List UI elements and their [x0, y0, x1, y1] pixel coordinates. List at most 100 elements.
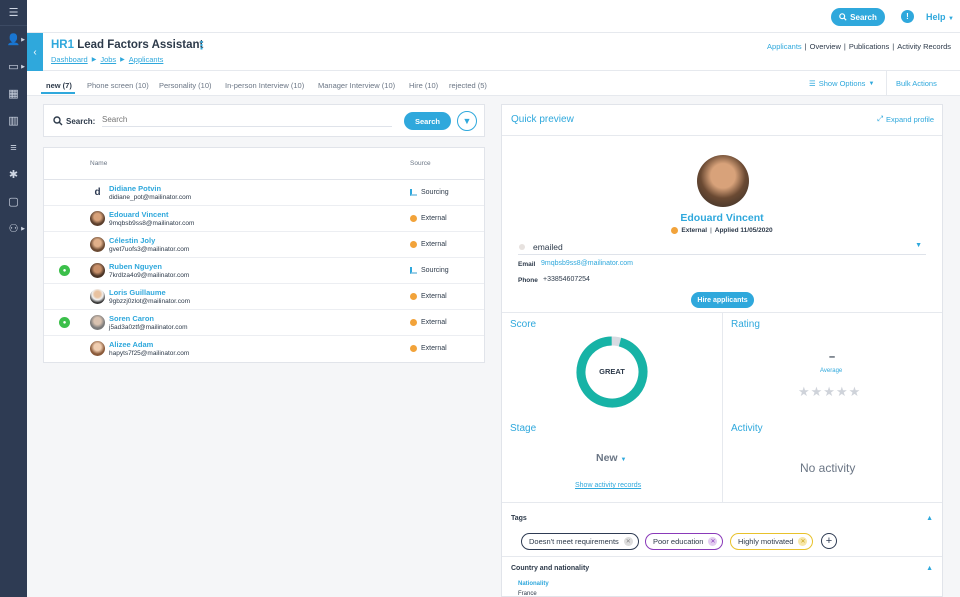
chevron-up-icon[interactable]: ▲ [926, 565, 933, 572]
link-activity-records[interactable]: Activity Records [897, 42, 951, 51]
top-search-button[interactable]: Search [831, 8, 885, 26]
kebab-menu-icon[interactable]: ⋮ [196, 40, 207, 52]
breadcrumb-separator-icon: ▶ [91, 57, 97, 63]
expand-profile-button[interactable]: ⤢ Expand profile [877, 114, 934, 124]
close-icon[interactable]: ✕ [623, 537, 633, 546]
search-label-text: Search: [66, 116, 96, 126]
link-publications[interactable]: Publications [848, 42, 890, 51]
source-label: External [421, 345, 447, 352]
candidate-source: External [681, 227, 708, 234]
rating-title: Rating [731, 319, 760, 330]
tag-label: Highly motivated [738, 537, 794, 546]
tab-rejected[interactable]: rejected (5) [449, 81, 487, 90]
stage-select[interactable]: New ▼ [596, 452, 626, 464]
email-value[interactable]: 9mqbsb9ss8@mailinator.com [541, 260, 633, 267]
tab-new[interactable]: new (7) [46, 81, 72, 90]
bulk-actions-button[interactable]: Bulk Actions [896, 79, 937, 88]
sourcing-icon [410, 267, 417, 274]
breadcrumb-separator-icon: ▶ [120, 57, 125, 63]
tag-chip[interactable]: Doesn't meet requirements ✕ [521, 533, 639, 550]
message-icon[interactable]: ▢ [8, 196, 19, 208]
status-value: emailed [533, 241, 563, 252]
show-options-button[interactable]: ☰ Show Options ▼ [809, 79, 874, 88]
link-applicants[interactable]: Applicants [767, 42, 802, 51]
back-button[interactable]: ‹ [27, 33, 43, 71]
table-row[interactable]: Loris Guillaume 9gbzzj0zlot@mailinator.c… [44, 284, 484, 310]
hire-applicants-button[interactable]: Hire applicants [691, 292, 754, 308]
menu-icon[interactable]: ☰ [0, 0, 27, 26]
search-button[interactable]: Search [404, 112, 451, 130]
expand-icon: ⤢ [877, 114, 884, 123]
applicant-name[interactable]: Célestin Joly [109, 236, 156, 245]
status-select[interactable]: emailed ▼ [518, 239, 926, 255]
table-row[interactable]: Célestin Joly gvet7uofs3@mailinator.com … [44, 232, 484, 258]
tag-chip[interactable]: Poor education ✕ [645, 533, 724, 550]
source-label: Sourcing [421, 267, 449, 274]
rating-stars[interactable]: ★★★★★ [798, 384, 862, 399]
quick-preview-title: Quick preview [511, 114, 574, 125]
tag-label: Doesn't meet requirements [529, 537, 619, 546]
tab-manager-interview[interactable]: Manager Interview (10) [318, 81, 396, 90]
show-activity-records-link[interactable]: Show activity records [575, 482, 642, 489]
table-row[interactable]: Alizee Adam hapyts7f25@mailinator.com Ex… [44, 336, 484, 362]
tab-in-person-interview[interactable]: In-person Interview (10) [225, 81, 305, 90]
breadcrumb-applicants[interactable]: Applicants [128, 55, 164, 64]
user-icon[interactable]: 👤 ▶ [6, 34, 25, 46]
search-input[interactable] [102, 113, 392, 127]
source-cell: External [410, 215, 447, 222]
link-separator: | [804, 42, 807, 51]
breadcrumb-jobs[interactable]: Jobs [100, 55, 117, 64]
external-dot-icon [410, 345, 417, 352]
link-overview[interactable]: Overview [809, 42, 841, 51]
list-icon[interactable]: ≡ [10, 141, 17, 154]
header-links: Applicants | Overview | Publications | A… [767, 42, 951, 51]
close-icon[interactable]: ✕ [708, 537, 718, 546]
avatar [90, 315, 105, 330]
no-activity-text: No activity [800, 461, 856, 475]
filter-icon[interactable]: ▼ [457, 111, 477, 131]
alert-icon[interactable]: ! [901, 10, 914, 23]
tags-title: Tags [511, 515, 527, 522]
applicant-name[interactable]: Ruben Nguyen [109, 262, 162, 271]
page-header: ‹ HR1 Lead Factors Assistant ⋮ Dashboard… [27, 33, 960, 71]
divider [886, 71, 887, 96]
avatar [90, 341, 105, 356]
source-cell: Sourcing [410, 267, 449, 274]
table-row[interactable]: Edouard Vincent 9mqbsb9ss8@mailinator.co… [44, 206, 484, 232]
divider [44, 179, 484, 180]
applicant-name[interactable]: Soren Caron [109, 314, 155, 323]
tab-personality[interactable]: Personality (10) [159, 81, 212, 90]
tab-hire[interactable]: Hire (10) [409, 81, 439, 90]
nationality-value: France [518, 591, 537, 597]
breadcrumb-dashboard[interactable]: Dashboard [51, 55, 88, 64]
source-label: Sourcing [421, 189, 449, 196]
table-row[interactable]: ● Ruben Nguyen 7krdlza4o9@mailinator.com… [44, 258, 484, 284]
title-text: Lead Factors Assistant [77, 39, 204, 51]
source-label: External [421, 293, 447, 300]
calendar-icon[interactable]: ▦ [8, 88, 19, 100]
score-label: GREAT [599, 367, 625, 376]
team-icon[interactable]: ⚇ ▶ [8, 223, 25, 235]
source-label: External [421, 241, 447, 248]
folder-icon[interactable]: ▭ ▶ [8, 61, 25, 73]
bulb-icon[interactable]: ✱ [8, 169, 19, 181]
tag-chip[interactable]: Highly motivated ✕ [730, 533, 814, 550]
source-cell: External [410, 293, 447, 300]
add-tag-button[interactable]: + [821, 533, 837, 549]
tab-phone-screen[interactable]: Phone screen (10) [87, 81, 149, 90]
source-cell: External [410, 345, 447, 352]
applicant-name[interactable]: Edouard Vincent [109, 210, 169, 219]
help-menu[interactable]: Help ▼ [926, 12, 954, 22]
chevron-up-icon[interactable]: ▲ [926, 515, 933, 522]
table-row[interactable]: ● Soren Caron j5ad3a0ztf@mailinator.com … [44, 310, 484, 336]
applicant-name[interactable]: Loris Guillaume [109, 288, 166, 297]
chart-icon[interactable]: ▥ [8, 115, 19, 127]
applicant-name[interactable]: Didiane Potvin [109, 184, 162, 193]
avatar [90, 211, 105, 226]
close-icon[interactable]: ✕ [798, 537, 808, 546]
table-row[interactable]: d Didiane Potvin didiane_pot@mailinator.… [44, 180, 484, 206]
applicant-name[interactable]: Alizee Adam [109, 340, 154, 349]
divider [502, 135, 942, 136]
avatar [90, 289, 105, 304]
source-label: External [421, 215, 447, 222]
